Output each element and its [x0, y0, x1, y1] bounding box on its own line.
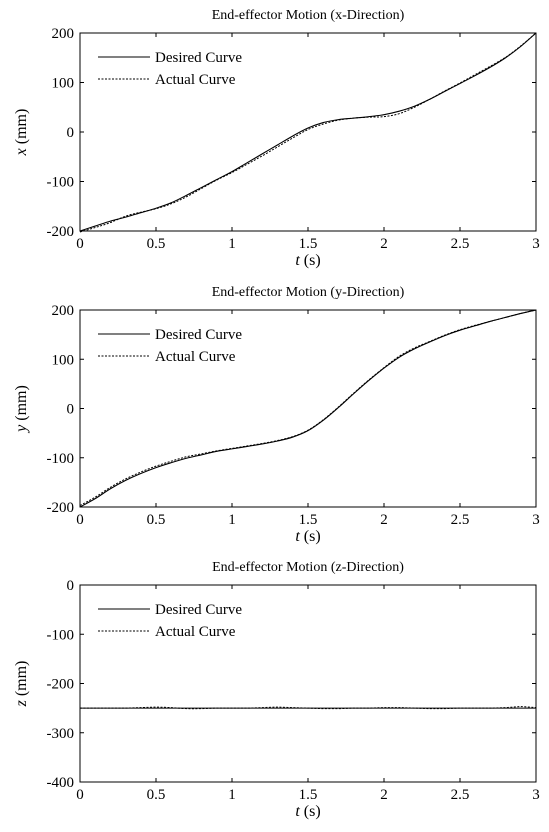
x-tick-label: 1.5 — [299, 236, 318, 252]
x-axis-unit: (s) — [304, 252, 321, 269]
x-tick-label: 1.5 — [299, 512, 318, 528]
y-tick-label: 200 — [52, 26, 75, 42]
y-axis-label: z (mm) — [13, 661, 30, 708]
x-tick-label: 2 — [380, 787, 388, 803]
x-axis-unit: (s) — [304, 528, 321, 545]
actual-curve-line — [79, 309, 537, 506]
legend-label: Actual Curve — [155, 624, 236, 640]
x-tick-label: 3 — [532, 787, 540, 803]
x-axis-variable: t — [295, 803, 300, 820]
y-tick-label: -100 — [47, 175, 75, 191]
y-tick-label: -300 — [47, 726, 75, 742]
y-axis-unit: (mm) — [13, 385, 30, 421]
x-tick-label: 0.5 — [147, 236, 166, 252]
y-tick-label: 100 — [52, 76, 75, 92]
y-tick-label: 0 — [67, 125, 75, 141]
z-direction-panel: End-effector Motion (z-Direction) 0 0.5 1 1.… — [13, 560, 540, 820]
y-tick-label: -400 — [47, 775, 75, 791]
desired-curve-line — [79, 309, 537, 508]
y-tick-label: -200 — [47, 677, 75, 693]
y-tick-label: -200 — [47, 500, 75, 516]
x-tick-label: 0.5 — [147, 787, 166, 803]
y-tick-label: 200 — [52, 303, 75, 319]
legend-label: Desired Curve — [155, 327, 242, 343]
desired-curve-line — [79, 32, 537, 232]
y-axis-variable: x — [13, 148, 30, 156]
chart-title: End-effector Motion (x-Direction) — [212, 8, 405, 23]
plot-frame — [79, 309, 537, 508]
x-axis-variable: t — [295, 252, 300, 269]
plot-frame — [79, 32, 537, 232]
x-tick-label: 0 — [76, 787, 84, 803]
y-axis-variable: y — [13, 424, 30, 434]
y-axis-unit: (mm) — [13, 109, 30, 145]
x-tick-label: 3 — [532, 236, 540, 252]
plot-frame — [79, 584, 537, 783]
y-tick-label: 0 — [67, 402, 75, 418]
x-direction-panel: End-effector Motion (x-Direction) 0 0.5 1 1.… — [13, 8, 540, 269]
chart-title: End-effector Motion (y-Direction) — [212, 285, 405, 300]
x-tick-label: 2.5 — [451, 236, 470, 252]
x-axis-unit: (s) — [304, 803, 321, 820]
x-tick-label: 3 — [532, 512, 540, 528]
x-axis-label: t (s) — [295, 528, 320, 545]
y-axis-label: y (mm) — [13, 385, 30, 434]
x-tick-label: 0 — [76, 236, 84, 252]
y-axis-unit: (mm) — [13, 661, 30, 697]
y-tick-label: -100 — [47, 451, 75, 467]
y-tick-label: -200 — [47, 224, 75, 240]
x-tick-label: 1 — [228, 512, 236, 528]
actual-curve-line — [79, 32, 537, 233]
x-tick-label: 2 — [380, 236, 388, 252]
x-tick-label: 1 — [228, 787, 236, 803]
x-axis-variable: t — [295, 528, 300, 545]
y-axis-variable: z — [13, 699, 30, 707]
x-tick-label: 2.5 — [451, 787, 470, 803]
x-axis-label: t (s) — [295, 252, 320, 269]
y-axis-label: x (mm) — [13, 109, 30, 157]
legend-label: Actual Curve — [155, 349, 236, 365]
x-tick-label: 1.5 — [299, 787, 318, 803]
x-axis-label: t (s) — [295, 803, 320, 820]
actual-curve-line — [80, 706, 537, 710]
y-direction-panel: End-effector Motion (y-Direction) 0 0.5 1 1.… — [13, 285, 540, 545]
legend-label: Actual Curve — [155, 72, 236, 88]
x-tick-label: 0 — [76, 512, 84, 528]
x-tick-label: 2.5 — [451, 512, 470, 528]
legend-label: Desired Curve — [155, 50, 242, 66]
y-tick-label: 100 — [52, 352, 75, 368]
x-tick-label: 1 — [228, 236, 236, 252]
y-tick-label: 0 — [67, 578, 75, 594]
x-tick-label: 2 — [380, 512, 388, 528]
chart-title: End-effector Motion (z-Direction) — [212, 560, 404, 575]
legend-label: Desired Curve — [155, 602, 242, 618]
x-tick-label: 0.5 — [147, 512, 166, 528]
y-tick-label: -100 — [47, 627, 75, 643]
